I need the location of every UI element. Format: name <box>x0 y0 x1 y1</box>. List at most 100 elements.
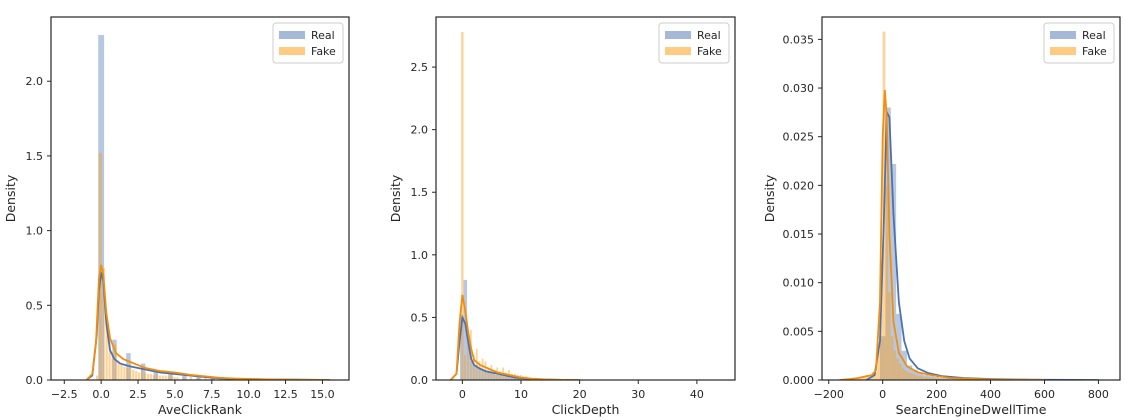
histogram-bar <box>928 377 932 380</box>
y-tick-label: 2.5 <box>411 61 429 74</box>
histogram-bar <box>461 32 464 380</box>
x-tick-label: 2.5 <box>129 388 147 401</box>
y-tick-label: 2.0 <box>411 124 429 137</box>
legend-label-fake: Fake <box>697 45 722 58</box>
histogram-bar <box>197 377 200 380</box>
histogram-bar <box>499 371 502 380</box>
plot-area-1 <box>85 34 330 380</box>
histogram-bar <box>135 371 138 380</box>
histogram-bar <box>915 375 918 380</box>
histogram-bar <box>463 279 468 380</box>
y-tick-label: 1.0 <box>26 225 44 238</box>
histogram-bar <box>168 374 173 380</box>
axes-frame <box>435 16 736 381</box>
y-tick-label: 0.5 <box>411 311 429 324</box>
x-axis-label: SearchEngineDwellTime <box>896 402 1047 417</box>
histogram-bar <box>861 377 864 380</box>
histogram-bar <box>176 377 179 380</box>
histogram-bar <box>117 362 120 380</box>
x-tick-label: 0 <box>459 388 466 401</box>
y-tick-label: 2.0 <box>26 75 44 88</box>
histogram-bar <box>164 375 167 380</box>
kde-line-fake <box>450 294 580 380</box>
histogram-bar <box>126 368 129 380</box>
histogram-bar <box>885 107 891 380</box>
kde-line-fake <box>839 89 1045 380</box>
legend: Real Fake <box>1043 22 1115 64</box>
axes-frame <box>821 16 1121 381</box>
histogram-bar <box>102 267 105 380</box>
kde-line-real <box>85 272 330 380</box>
y-tick-label: 0.020 <box>783 179 815 192</box>
y-tick-label: 0.035 <box>783 33 815 46</box>
histogram-bar <box>182 375 187 380</box>
legend-swatch-fake <box>279 47 305 55</box>
x-tick-label: 15.0 <box>310 388 335 401</box>
histogram-bar <box>149 374 153 380</box>
histogram-bar <box>493 369 496 380</box>
histogram-bar <box>138 372 141 380</box>
histogram-bar <box>173 377 176 380</box>
histogram-bar <box>123 366 126 380</box>
histogram-bar <box>153 371 158 380</box>
x-tick-label: 600 <box>1034 388 1055 401</box>
histogram-bar <box>912 374 916 380</box>
histogram-bar <box>140 368 144 380</box>
histogram-bar <box>509 377 513 380</box>
histogram-bar <box>505 376 510 380</box>
histogram-bar <box>146 374 150 380</box>
y-tick-label: 1.5 <box>26 150 44 163</box>
x-axis-label: ClickDepth <box>552 402 620 417</box>
x-tick-label: 30 <box>631 388 645 401</box>
histogram-bar <box>161 375 164 380</box>
histogram-bar <box>467 329 469 380</box>
histogram-bar <box>906 372 910 380</box>
x-tick-label: 7.5 <box>203 388 221 401</box>
subplot-1: −2.5 0.0 2.5 5.0 7.5 10.0 12.5 15.0 0.0 0.5 1.0 1.5… <box>3 16 350 417</box>
histogram-bar <box>923 377 926 380</box>
histogram-bar <box>158 375 161 380</box>
histogram-bar <box>933 377 940 380</box>
histogram-bar <box>925 377 929 380</box>
legend: Real Fake <box>658 22 730 64</box>
histogram-bar <box>167 376 170 380</box>
subplot-2: 0 10 20 30 40 0.0 0.5 1.0 1.5 2.0 2.5 ClickDepth Den… <box>388 16 736 417</box>
legend-label-fake: Fake <box>1082 45 1107 58</box>
legend-label-fake: Fake <box>311 45 336 58</box>
histogram-bar <box>478 361 481 380</box>
histogram-bar <box>108 335 111 380</box>
bars-real <box>460 279 548 380</box>
x-tick-label: 10.0 <box>236 388 261 401</box>
x-tick-label: 0 <box>879 388 886 401</box>
histogram-bar <box>95 375 99 380</box>
histogram-bar <box>182 377 185 380</box>
y-tick-label: 0.0 <box>26 374 44 387</box>
plot-area-2 <box>450 32 580 380</box>
histogram-bar <box>898 363 902 380</box>
bars-real <box>98 34 243 380</box>
histogram-bar <box>923 375 929 380</box>
x-tick-label: 800 <box>1088 388 1109 401</box>
histogram-bar <box>917 376 921 380</box>
histogram-bar <box>472 354 475 380</box>
histogram-bar <box>871 375 875 380</box>
kde-line-fake <box>85 264 330 380</box>
histogram-bar <box>928 376 934 380</box>
x-tick-label: 10 <box>514 388 528 401</box>
legend-label-real: Real <box>697 29 721 42</box>
y-axis-label: Density <box>388 174 403 222</box>
y-tick-label: 1.0 <box>411 249 429 262</box>
histogram-bar <box>98 34 105 380</box>
histogram-bar <box>877 350 880 380</box>
legend-swatch-real <box>665 31 691 39</box>
histogram-bar <box>219 378 222 380</box>
histogram-bar <box>893 350 897 380</box>
histogram-bar <box>912 370 918 380</box>
histogram-bar <box>904 370 907 380</box>
histogram-bar <box>939 378 945 380</box>
histogram-bar <box>936 378 943 380</box>
legend: Real Fake <box>272 22 344 64</box>
histogram-bar <box>495 374 499 380</box>
bars-fake <box>95 152 237 380</box>
